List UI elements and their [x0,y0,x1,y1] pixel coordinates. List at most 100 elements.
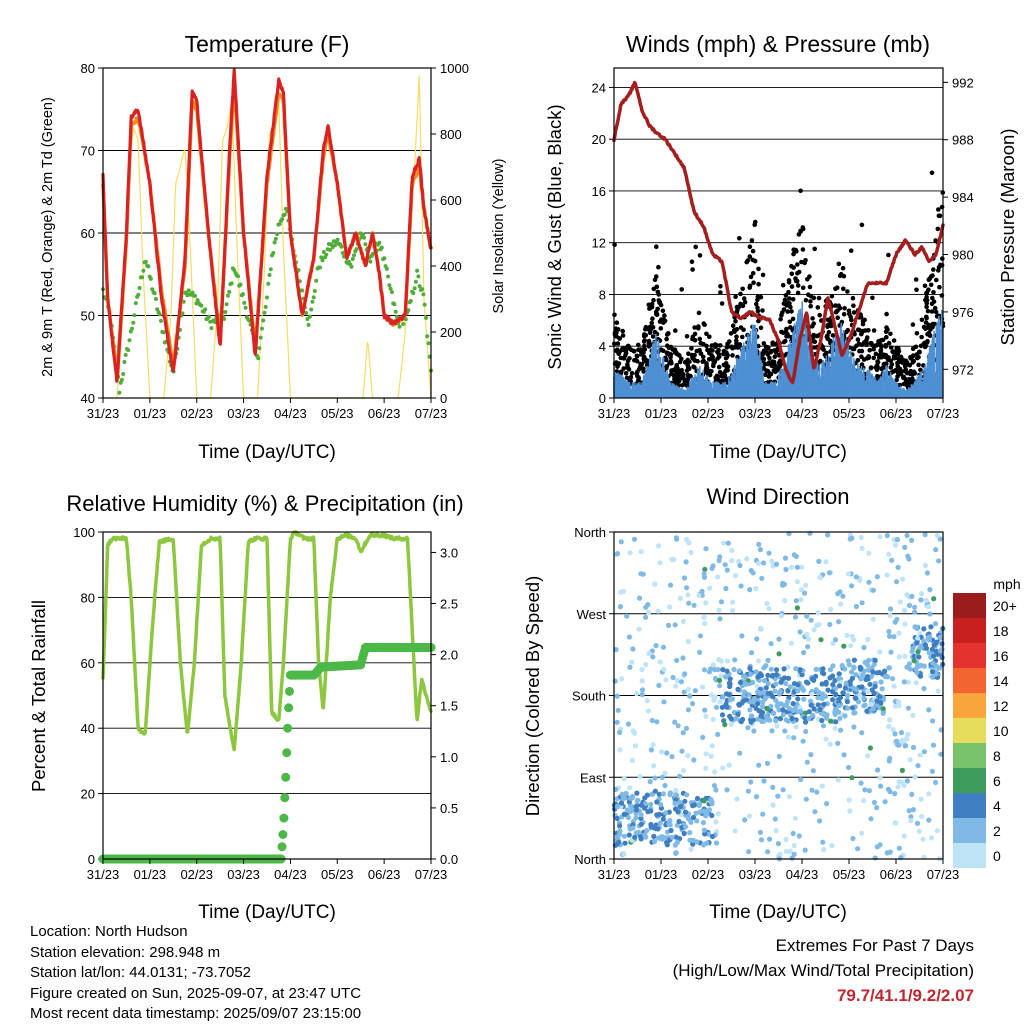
direction-point [685,752,691,759]
wind-ytick-label: 4 [599,339,606,354]
dir-xtick-label: 01/23 [645,867,678,882]
direction-point [861,798,867,804]
direction-point [690,803,696,809]
gust-point [751,280,756,286]
gust-point [764,346,770,352]
direction-point [862,787,868,793]
direction-point [926,650,932,656]
direction-point [823,736,829,742]
direction-point [809,691,815,697]
gust-point [741,327,746,333]
direction-point [937,648,944,654]
gust-point [932,305,938,311]
gust-point [628,375,634,380]
direction-point [754,636,760,642]
direction-point [680,730,686,736]
gust-point [922,283,928,289]
direction-point [933,663,939,669]
dewpoint-point [426,341,431,346]
gust-point [760,308,765,313]
gust-point [930,325,935,330]
direction-point [679,748,685,754]
direction-point [634,790,640,796]
gust-point [859,354,864,360]
dewpoint-point [329,242,334,247]
direction-point [791,851,797,857]
direction-point [703,765,709,771]
direction-point [703,713,709,720]
direction-point [813,687,819,693]
direction-point [744,556,750,562]
direction-point [613,647,619,653]
gust-point [635,373,640,379]
direction-point [652,581,658,587]
direction-xlabel: Time (Day/UTC) [709,902,847,923]
direction-point [884,532,890,539]
gust-point [754,301,759,307]
direction-point [914,820,921,827]
info-latlon: Station lat/lon: 44.0131; -73.7052 [30,964,252,981]
gust-point [786,289,791,295]
gust-point [790,316,796,322]
direction-point [837,715,843,721]
gust-point [798,229,803,234]
direction-point [841,643,847,649]
direction-point [760,811,766,817]
direction-point [775,841,782,847]
direction-point [910,744,917,751]
direction-point [688,846,694,852]
direction-point [681,830,687,837]
direction-point [902,653,908,660]
gust-point [713,344,718,350]
gust-point [867,347,872,353]
gust-point [747,244,753,249]
gust-point [841,286,846,292]
dewpoint-point [319,255,324,260]
direction-point [849,633,855,640]
direction-point [636,626,642,632]
wind-ytick-label: 0 [599,391,606,406]
dir-xtick-label: 02/23 [692,867,725,882]
dir-ytick-label: North [574,852,606,867]
direction-point [866,550,872,556]
wind-xtick-label: 03/23 [739,406,772,421]
direction-point [630,825,636,831]
direction-point [851,657,858,663]
direction-point [908,818,914,824]
direction-point [912,609,918,615]
gust-point [866,354,871,359]
direction-point [782,675,788,681]
direction-point [759,703,766,710]
direction-point [623,790,629,797]
gust-point [733,294,738,300]
direction-point [746,692,752,698]
speed-legend-title: mph [993,576,1020,592]
direction-point [874,805,880,811]
direction-point [723,585,729,592]
info-elevation: Station elevation: 298.948 m [30,943,221,961]
gust-point [684,368,690,373]
direction-point [789,715,795,722]
direction-point [848,643,854,649]
direction-point [892,542,899,548]
direction-point [680,768,687,774]
dewpoint-point [122,360,127,364]
humidity-panel: Relative Humidity (%) & Precipitation (i… [28,491,464,923]
direction-point [938,751,944,757]
direction-point [785,664,791,670]
gust-point [767,355,772,361]
direction-point [690,814,697,821]
gust-point [740,303,746,309]
direction-point [682,798,688,804]
direction-point [905,679,912,685]
direction-point [836,703,842,709]
direction-point [663,677,669,683]
speed-legend-label: 14 [993,673,1009,689]
dewpoint-point [416,274,421,279]
gust-point [791,265,796,270]
gust-point [618,355,624,361]
gust-point [692,325,697,330]
direction-point [801,696,807,702]
gust-point [934,277,939,283]
dewpoint-point [314,278,319,283]
